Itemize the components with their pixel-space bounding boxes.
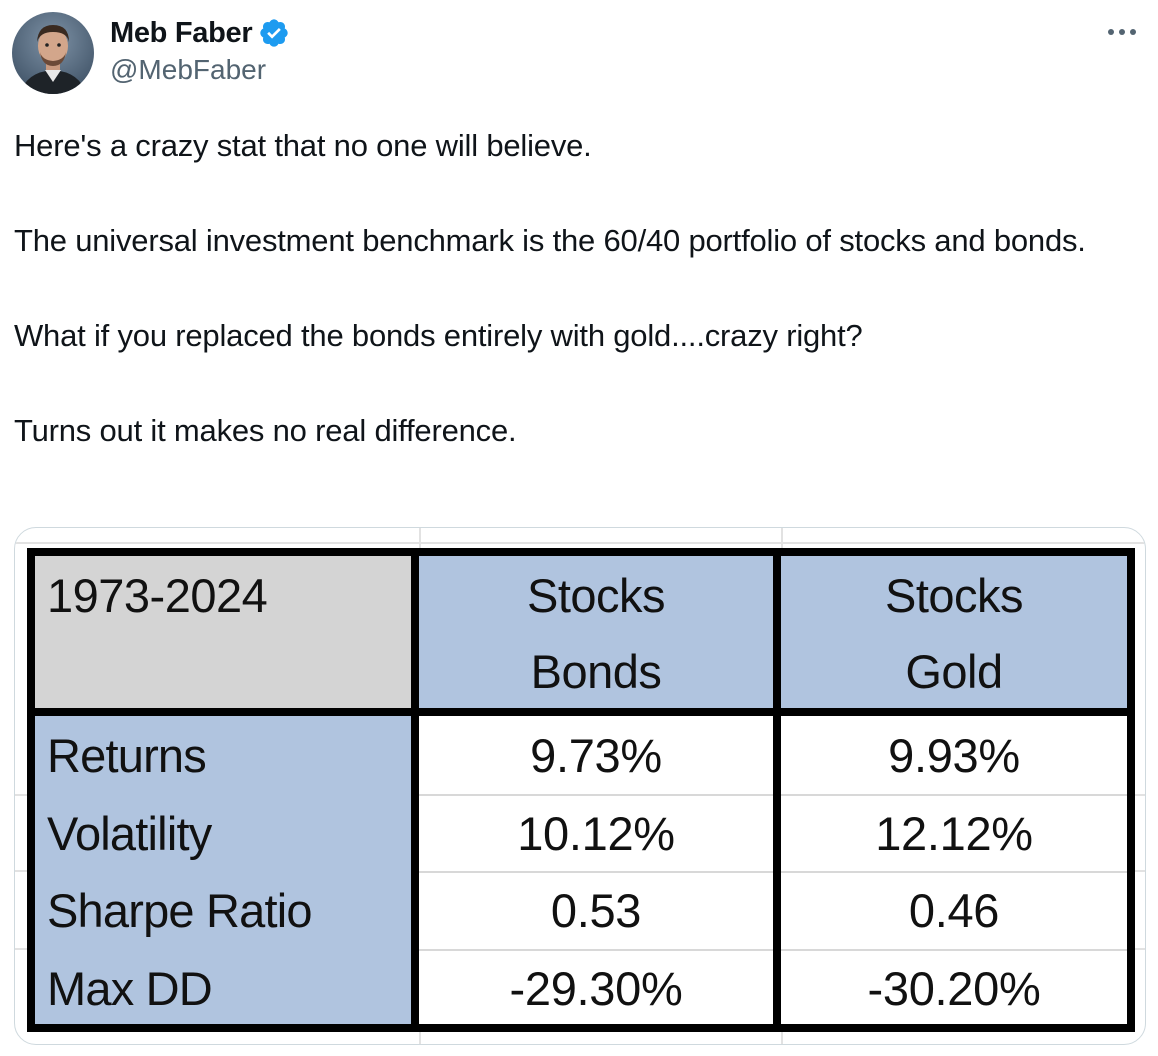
- row-divider: [781, 949, 1127, 951]
- row-divider: [781, 871, 1127, 873]
- column-header-line2: Gold: [905, 645, 1003, 698]
- metric-label-volatility: Volatility: [47, 807, 212, 860]
- sheet-gridline: [15, 542, 1145, 544]
- table-header-stocks-bonds: Stocks Bonds: [419, 556, 781, 716]
- value-cell: -30.20%: [867, 962, 1041, 1015]
- row-divider: [419, 871, 773, 873]
- tweet-paragraph: The universal investment benchmark is th…: [14, 223, 1086, 258]
- table-header-stocks-gold: Stocks Gold: [781, 556, 1127, 716]
- value-cell: 0.53: [550, 884, 642, 937]
- value-cell: 12.12%: [875, 807, 1033, 860]
- media-image[interactable]: 1973-2024 Stocks Bonds Stocks Gold Retur…: [14, 527, 1146, 1045]
- tweet-paragraph: Here's a crazy stat that no one will bel…: [14, 128, 592, 163]
- author-handle[interactable]: @MebFaber: [110, 54, 267, 85]
- avatar[interactable]: [12, 12, 94, 94]
- value-cell: 9.73%: [530, 729, 662, 782]
- tweet-paragraph: What if you replaced the bonds entirely …: [14, 318, 863, 353]
- values-column-stocks-bonds: 9.73% 10.12% 0.53 -29.30%: [419, 716, 781, 1024]
- avatar-photo-icon: [12, 12, 94, 94]
- column-header-line1: Stocks: [884, 569, 1024, 622]
- row-divider: [781, 794, 1127, 796]
- metric-label-returns: Returns: [47, 729, 207, 782]
- display-name[interactable]: Meb Faber: [110, 16, 253, 49]
- metric-column: Returns Volatility Sharpe Ratio Max DD: [35, 716, 419, 1024]
- value-cell: -29.30%: [509, 962, 683, 1015]
- author-name-row: Meb Faber: [110, 14, 290, 52]
- row-divider: [419, 949, 773, 951]
- column-header-line1: Stocks: [526, 569, 666, 622]
- comparison-table: 1973-2024 Stocks Bonds Stocks Gold Retur…: [27, 548, 1135, 1032]
- row-divider: [419, 794, 773, 796]
- verified-badge-icon[interactable]: [258, 17, 290, 49]
- values-column-stocks-gold: 9.93% 12.12% 0.46 -30.20%: [781, 716, 1127, 1024]
- value-cell: 10.12%: [517, 807, 675, 860]
- table-header-period: 1973-2024: [35, 556, 419, 716]
- tweet-paragraph: Turns out it makes no real difference.: [14, 413, 517, 448]
- metric-label-max-dd: Max DD: [47, 962, 213, 1015]
- value-cell: 9.93%: [888, 729, 1020, 782]
- metric-label-sharpe-ratio: Sharpe Ratio: [47, 884, 313, 937]
- more-options-icon: [1108, 29, 1136, 35]
- more-options-button[interactable]: [1102, 14, 1142, 50]
- tweet-text: Here's a crazy stat that no one will bel…: [14, 122, 1134, 455]
- value-cell: 0.46: [908, 884, 1000, 937]
- period-label: 1973-2024: [47, 569, 268, 622]
- column-header-line2: Bonds: [530, 645, 662, 698]
